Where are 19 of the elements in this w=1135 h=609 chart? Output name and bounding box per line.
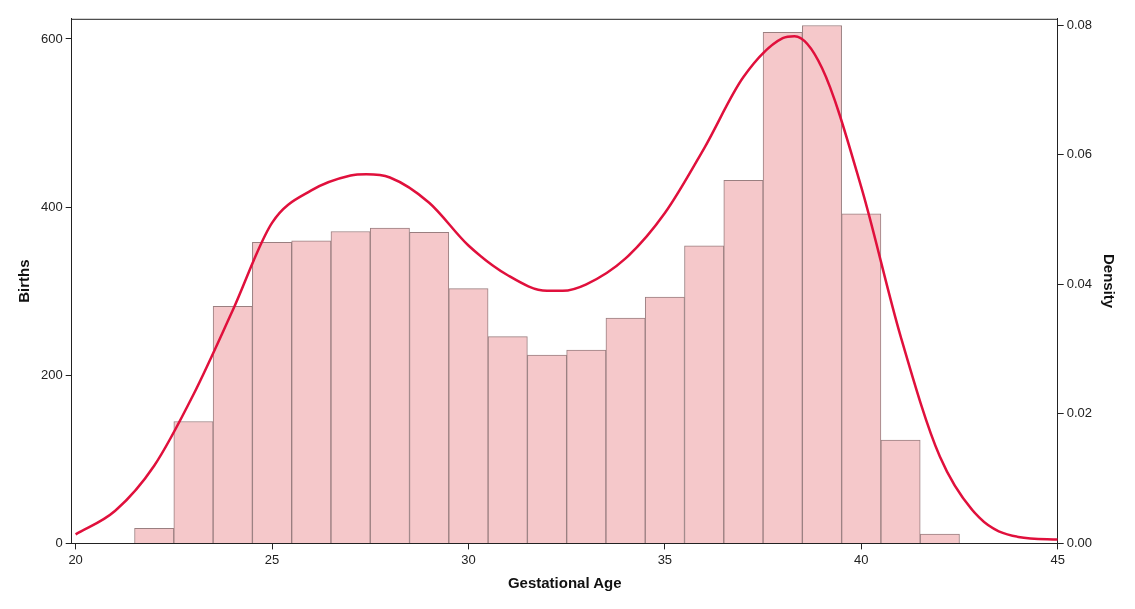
x-tick-label: 45 bbox=[1050, 551, 1065, 567]
line-series bbox=[74, 35, 1058, 541]
x-tick-label: 35 bbox=[657, 551, 673, 567]
y-tick-label: 400 bbox=[40, 198, 63, 214]
y2-tick-label: 0.06 bbox=[1066, 146, 1093, 162]
x-tick-label: 40 bbox=[854, 551, 869, 567]
y-tick-label: 600 bbox=[40, 30, 63, 46]
x-tick-label: 20 bbox=[68, 551, 83, 567]
y2-tick-label: 0.00 bbox=[1066, 534, 1093, 550]
y2-tick-label: 0.08 bbox=[1066, 16, 1093, 32]
y-tick-label: 200 bbox=[40, 366, 63, 382]
y-axis-title: Births bbox=[15, 259, 33, 303]
x-tick-label: 25 bbox=[264, 551, 280, 567]
y2-tick-label: 0.02 bbox=[1066, 405, 1093, 421]
y2-tick-label: 0.04 bbox=[1066, 275, 1093, 291]
x-axis-title: Gestational Age bbox=[507, 574, 622, 592]
y-tick-label: 0 bbox=[55, 534, 63, 550]
y2-axis-title: Density bbox=[1100, 254, 1118, 309]
x-tick-label: 30 bbox=[461, 551, 476, 567]
